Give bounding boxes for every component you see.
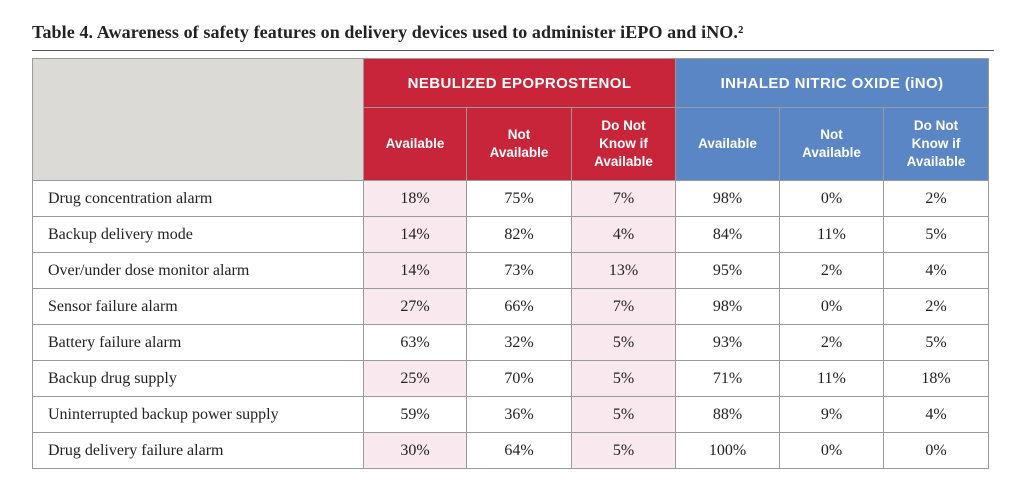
epo-available-cell: 25%: [363, 360, 467, 397]
table-row: Drug delivery failure alarm 30% 64% 5% 1…: [32, 432, 990, 469]
ino-do-not-know-cell: 2%: [883, 288, 990, 325]
epo-do-not-know-cell: 5%: [570, 360, 677, 397]
table-row: Backup drug supply 25% 70% 5% 71% 11% 18…: [32, 360, 990, 397]
ino-available-cell: 98%: [675, 288, 781, 325]
epo-not-available-cell: 70%: [466, 360, 572, 397]
epo-available-cell: 30%: [363, 432, 467, 469]
epo-do-not-know-cell: 4%: [570, 216, 677, 253]
ino-available-header: Available: [675, 107, 781, 181]
ino-do-not-know-header: Do Not Know if Available: [883, 107, 990, 181]
ino-do-not-know-cell: 2%: [883, 180, 990, 217]
epo-available-header: Available: [363, 107, 467, 181]
epo-do-not-know-cell: 7%: [570, 180, 677, 217]
ino-do-not-know-cell: 4%: [883, 252, 990, 289]
corner-cell: [32, 58, 364, 181]
epo-not-available-header: Not Available: [466, 107, 572, 181]
epo-available-cell: 18%: [363, 180, 467, 217]
ino-not-available-cell: 2%: [779, 252, 885, 289]
ino-do-not-know-cell: 5%: [883, 216, 990, 253]
ino-not-available-cell: 0%: [779, 180, 885, 217]
epo-available-cell: 63%: [363, 324, 467, 361]
ino-available-cell: 98%: [675, 180, 781, 217]
ino-not-available-cell: 11%: [779, 360, 885, 397]
epo-available-cell: 14%: [363, 216, 467, 253]
epo-not-available-cell: 73%: [466, 252, 572, 289]
table-row: Uninterrupted backup power supply 59% 36…: [32, 396, 990, 433]
epo-do-not-know-cell: 13%: [570, 252, 677, 289]
ino-not-available-cell: 11%: [779, 216, 885, 253]
table-row: Sensor failure alarm 27% 66% 7% 98% 0% 2…: [32, 288, 990, 325]
epo-do-not-know-header: Do Not Know if Available: [570, 107, 677, 181]
ino-available-cell: 93%: [675, 324, 781, 361]
ino-not-available-cell: 9%: [779, 396, 885, 433]
table-row: Backup delivery mode 14% 82% 4% 84% 11% …: [32, 216, 990, 253]
ino-available-cell: 88%: [675, 396, 781, 433]
ino-not-available-header: Not Available: [779, 107, 885, 181]
epo-available-cell: 27%: [363, 288, 467, 325]
epo-available-cell: 59%: [363, 396, 467, 433]
safety-features-table: NEBULIZED EPOPROSTENOL INHALED NITRIC OX…: [32, 58, 990, 469]
epo-not-available-cell: 64%: [466, 432, 572, 469]
table-row: Drug concentration alarm 18% 75% 7% 98% …: [32, 180, 990, 217]
table-row: Battery failure alarm 63% 32% 5% 93% 2% …: [32, 324, 990, 361]
ino-do-not-know-cell: 0%: [883, 432, 990, 469]
table-caption: Table 4. Awareness of safety features on…: [32, 22, 744, 42]
epo-do-not-know-cell: 5%: [570, 324, 677, 361]
row-label: Drug concentration alarm: [32, 180, 364, 217]
row-label: Over/under dose monitor alarm: [32, 252, 364, 289]
table-row: Over/under dose monitor alarm 14% 73% 13…: [32, 252, 990, 289]
row-label: Drug delivery failure alarm: [32, 432, 364, 469]
epo-not-available-cell: 66%: [466, 288, 572, 325]
epo-do-not-know-cell: 7%: [570, 288, 677, 325]
epo-do-not-know-cell: 5%: [570, 432, 677, 469]
ino-do-not-know-cell: 4%: [883, 396, 990, 433]
epo-not-available-cell: 36%: [466, 396, 572, 433]
ino-group-header: INHALED NITRIC OXIDE (iNO): [675, 58, 990, 108]
epo-group-header: NEBULIZED EPOPROSTENOL: [362, 58, 677, 108]
row-label: Sensor failure alarm: [32, 288, 364, 325]
ino-available-cell: 95%: [675, 252, 781, 289]
row-label: Backup drug supply: [32, 360, 364, 397]
epo-available-cell: 14%: [363, 252, 467, 289]
epo-not-available-cell: 75%: [466, 180, 572, 217]
ino-do-not-know-cell: 5%: [883, 324, 990, 361]
ino-not-available-cell: 2%: [779, 324, 885, 361]
epo-do-not-know-cell: 5%: [570, 396, 677, 433]
ino-not-available-cell: 0%: [779, 288, 885, 325]
row-label: Backup delivery mode: [32, 216, 364, 253]
ino-available-cell: 71%: [675, 360, 781, 397]
ino-not-available-cell: 0%: [779, 432, 885, 469]
caption-rule: [32, 50, 994, 51]
row-label: Uninterrupted backup power supply: [32, 396, 364, 433]
epo-not-available-cell: 82%: [466, 216, 572, 253]
ino-available-cell: 84%: [675, 216, 781, 253]
epo-not-available-cell: 32%: [466, 324, 572, 361]
ino-do-not-know-cell: 18%: [883, 360, 990, 397]
row-label: Battery failure alarm: [32, 324, 364, 361]
ino-available-cell: 100%: [675, 432, 781, 469]
